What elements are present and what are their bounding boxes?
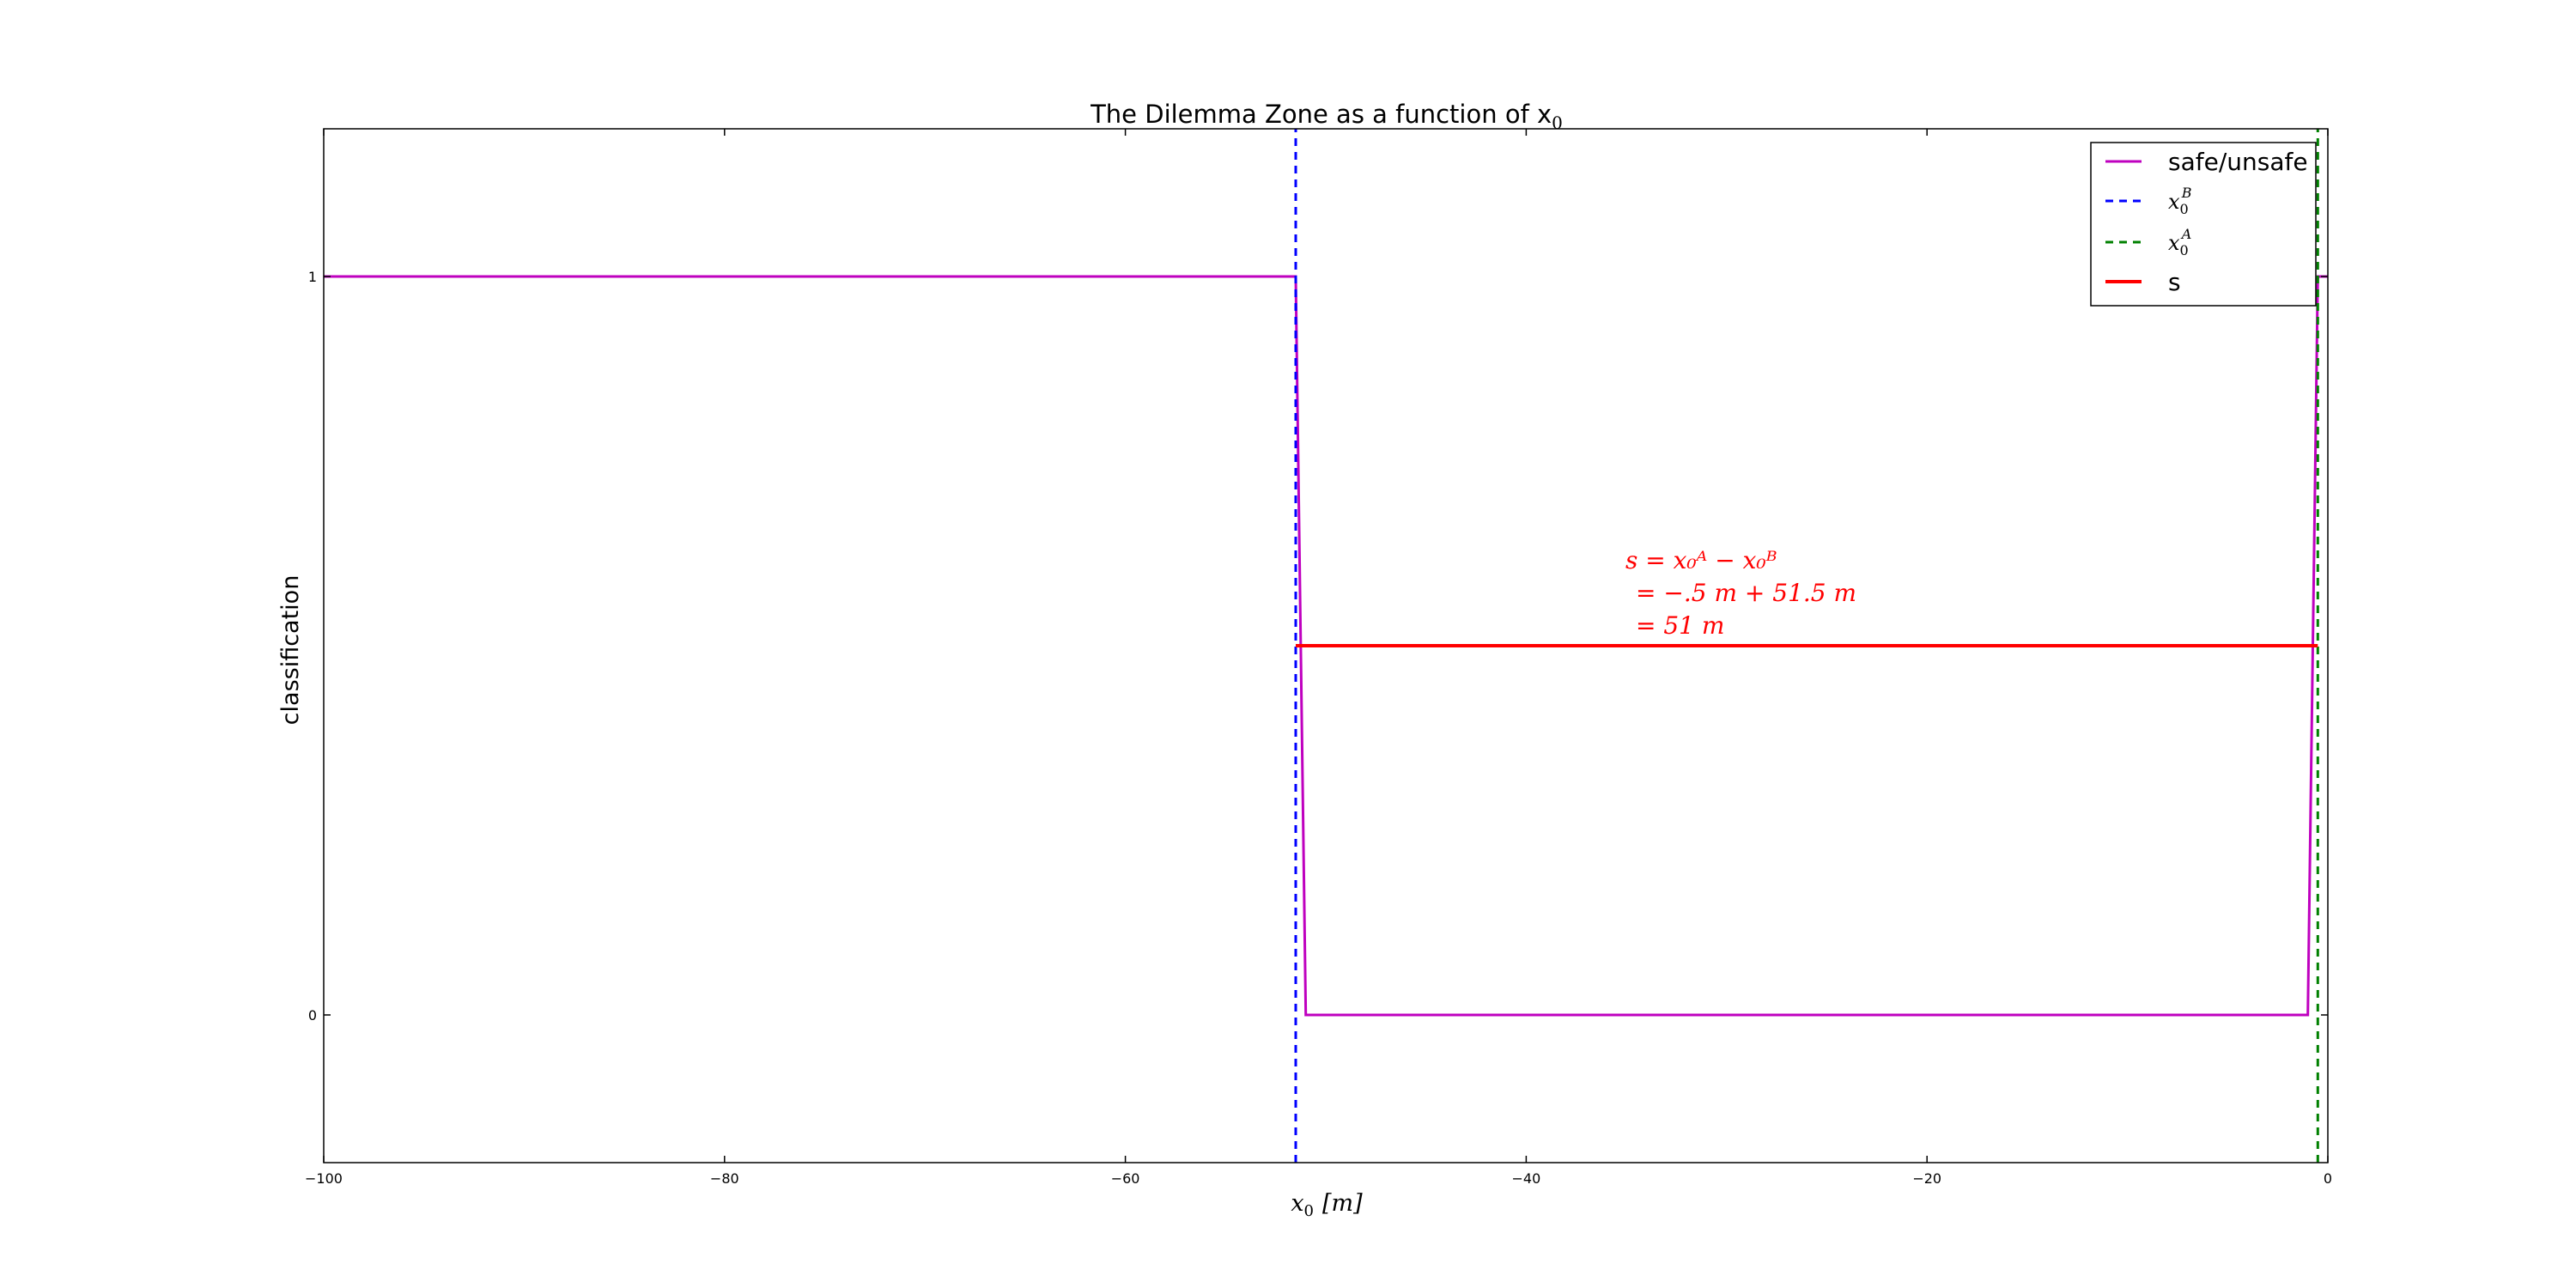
x-tick-label: −100 bbox=[305, 1170, 343, 1187]
legend: safe/unsafe x0B x0A s bbox=[2090, 142, 2317, 307]
chart-title: The Dilemma Zone as a function of x0 bbox=[1090, 100, 1563, 133]
legend-label-x0B: x0B bbox=[2168, 185, 2192, 217]
legend-label-safe-unsafe: safe/unsafe bbox=[2168, 148, 2308, 176]
annotation-line-2: = −.5 m + 51.5 m bbox=[1636, 579, 1856, 607]
x-tick-label: 0 bbox=[2324, 1170, 2332, 1187]
y-tick-label: 1 bbox=[308, 269, 317, 285]
dilemma-annotation: s = x₀ᴬ − x₀ᴮ = −.5 m + 51.5 m = 51 m bbox=[1625, 546, 1864, 640]
legend-label-x0A: x0A bbox=[2168, 226, 2191, 258]
plot-frame bbox=[323, 128, 2329, 1163]
x-tick-label: −80 bbox=[710, 1170, 739, 1187]
annotation-line-3: = 51 m bbox=[1636, 611, 1724, 640]
legend-box bbox=[2090, 142, 2317, 307]
x-tick-label: −60 bbox=[1111, 1170, 1140, 1187]
x-axis-label: x0 [m] bbox=[1291, 1190, 1363, 1220]
series-line-safe-unsafe bbox=[324, 275, 2328, 1017]
annotation-line-1: s = x₀ᴬ − x₀ᴮ bbox=[1625, 546, 1777, 574]
chart-title-subscript: 0 bbox=[1552, 112, 1563, 133]
y-axis-label: classification bbox=[277, 575, 304, 726]
y-tick-label: 0 bbox=[308, 1007, 317, 1024]
x-tick-label: −40 bbox=[1512, 1170, 1541, 1187]
legend-label-s: s bbox=[2168, 268, 2181, 296]
x-tick-label: −20 bbox=[1912, 1170, 1941, 1187]
